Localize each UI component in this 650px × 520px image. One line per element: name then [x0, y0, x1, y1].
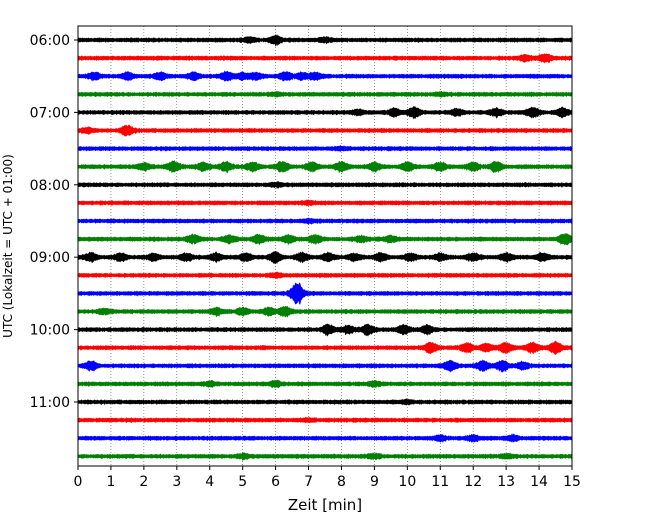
x-tick-label: 2: [139, 474, 148, 490]
y-axis-label: UTC (Lokalzeit = UTC + 01:00): [1, 154, 15, 338]
plot-background: [78, 26, 572, 466]
x-tick-label: 7: [304, 474, 313, 490]
y-tick-label: 11:00: [30, 395, 70, 411]
x-tick-label: 15: [563, 474, 581, 490]
x-tick-label: 12: [464, 474, 482, 490]
y-tick-label: 08:00: [30, 178, 70, 194]
x-tick-label: 1: [106, 474, 115, 490]
x-tick-label: 11: [431, 474, 449, 490]
x-tick-label: 14: [530, 474, 548, 490]
x-tick-label: 0: [74, 474, 83, 490]
y-tick-label: 10:00: [30, 323, 70, 339]
x-tick-label: 3: [172, 474, 181, 490]
trace-rows: [77, 34, 573, 461]
y-tick-label: 09:00: [30, 250, 70, 266]
plot-frame: [77, 25, 573, 467]
x-tick-label: 10: [398, 474, 416, 490]
x-axis-label: Zeit [min]: [288, 496, 362, 514]
x-tick-label: 13: [497, 474, 515, 490]
x-tick-label: 4: [205, 474, 214, 490]
y-tick-label: 06:00: [30, 33, 70, 49]
x-axis-ticks: 0 1 2 3 4 5 6 7 8 9 10 11 12 13 14 15: [74, 466, 581, 490]
y-tick-label: 07:00: [30, 105, 70, 121]
x-tick-label: 8: [337, 474, 346, 490]
x-tick-label: 5: [238, 474, 247, 490]
x-tick-label: 6: [271, 474, 280, 490]
x-tick-label: 9: [370, 474, 379, 490]
y-axis-ticks: 06:00 07:00 08:00 09:00 10:00 11:00: [30, 33, 78, 411]
vertical-grid: [110, 26, 540, 466]
